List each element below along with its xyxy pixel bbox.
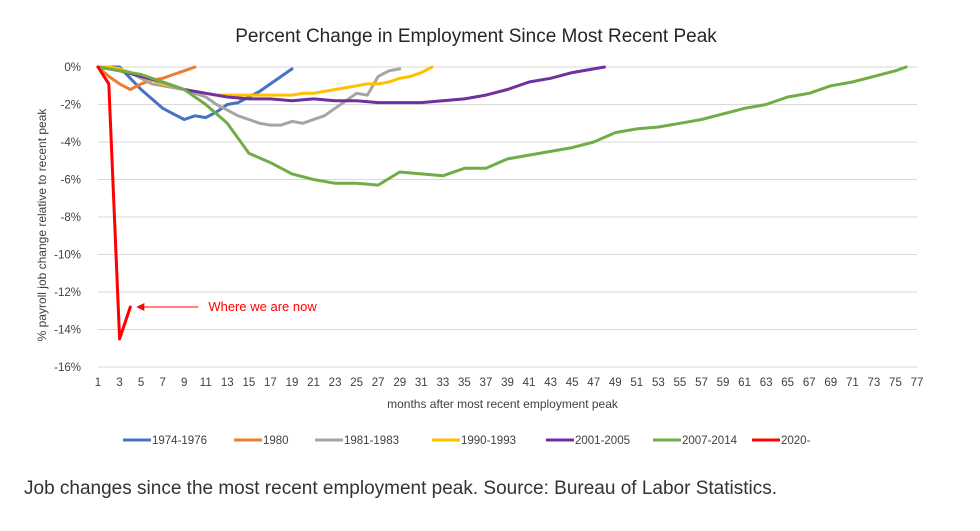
x-tick-label: 9 bbox=[181, 377, 187, 389]
x-tick-label: 27 bbox=[372, 377, 385, 389]
x-tick-label: 69 bbox=[824, 377, 837, 389]
y-tick-label: -16% bbox=[54, 362, 81, 374]
legend-label: 2007-2014 bbox=[682, 435, 738, 447]
legend: 1974-1976 1980 1981-1983 1990-1993 2001-2005… bbox=[123, 435, 811, 447]
x-tick-label: 25 bbox=[350, 377, 363, 389]
x-axis-label: months after most recent employment peak bbox=[387, 397, 619, 411]
series-line-1974-1976 bbox=[96, 65, 294, 121]
x-tick-label: 55 bbox=[674, 377, 687, 389]
x-tick-label: 65 bbox=[781, 377, 794, 389]
grid bbox=[98, 66, 917, 368]
x-tick-label: 73 bbox=[867, 377, 880, 389]
y-tick-label: 0% bbox=[64, 62, 81, 74]
x-tick-label: 49 bbox=[609, 377, 622, 389]
x-tick-label: 15 bbox=[242, 377, 255, 389]
x-tick-label: 57 bbox=[695, 377, 708, 389]
series-line-1981-1983 bbox=[96, 65, 402, 127]
legend-label: 2020- bbox=[781, 435, 811, 447]
y-tick-label: -2% bbox=[61, 100, 81, 112]
x-tick-label: 35 bbox=[458, 377, 471, 389]
x-tick-label: 67 bbox=[803, 377, 816, 389]
x-tick-label: 23 bbox=[329, 377, 342, 389]
x-tick-label: 77 bbox=[911, 377, 924, 389]
x-tick-label: 75 bbox=[889, 377, 902, 389]
x-tick-label: 33 bbox=[436, 377, 449, 389]
legend-label: 2001-2005 bbox=[575, 435, 630, 447]
series-line-2007-2014 bbox=[96, 65, 908, 187]
annotation-arrow-head bbox=[136, 303, 145, 311]
x-tick-label: 63 bbox=[760, 377, 773, 389]
y-tick-label: -10% bbox=[54, 250, 81, 262]
x-tick-label: 71 bbox=[846, 377, 859, 389]
x-tick-label: 11 bbox=[200, 377, 212, 389]
x-tick-label: 29 bbox=[393, 377, 406, 389]
x-tick-label: 43 bbox=[544, 377, 557, 389]
x-tick-label: 37 bbox=[480, 377, 493, 389]
y-tick-label: -4% bbox=[61, 137, 81, 149]
employment-chart: Percent Change in Employment Since Most … bbox=[35, 26, 924, 447]
x-tick-label: 17 bbox=[264, 377, 277, 389]
annotation-text: Where we are now bbox=[208, 299, 317, 314]
x-tick-label: 31 bbox=[415, 377, 428, 389]
x-axis-ticks: 1 3 5 7 9 11 13 15 17 19 21 23 25 27 29 31 33 35 37 39 41 43 4… bbox=[95, 377, 924, 389]
annotation: Where we are now bbox=[136, 299, 317, 314]
x-tick-label: 53 bbox=[652, 377, 665, 389]
x-tick-label: 51 bbox=[630, 377, 643, 389]
series-lines bbox=[96, 65, 908, 341]
x-tick-label: 7 bbox=[159, 377, 165, 389]
y-tick-label: -6% bbox=[61, 175, 81, 187]
x-tick-label: 3 bbox=[116, 377, 122, 389]
y-axis-label: % payroll job change relative to recent … bbox=[35, 108, 49, 342]
legend-label: 1981-1983 bbox=[344, 435, 399, 447]
x-tick-label: 45 bbox=[566, 377, 579, 389]
y-tick-label: -12% bbox=[54, 287, 81, 299]
x-tick-label: 47 bbox=[587, 377, 600, 389]
x-tick-label: 1 bbox=[95, 377, 101, 389]
legend-label: 1990-1993 bbox=[461, 435, 516, 447]
y-tick-label: -8% bbox=[61, 212, 81, 224]
figure-caption: Job changes since the most recent employ… bbox=[24, 478, 778, 499]
x-tick-label: 5 bbox=[138, 377, 144, 389]
series-line-2020- bbox=[96, 65, 132, 341]
x-tick-label: 19 bbox=[286, 377, 299, 389]
x-tick-label: 41 bbox=[523, 377, 536, 389]
x-tick-label: 13 bbox=[221, 377, 234, 389]
legend-label: 1980 bbox=[263, 435, 289, 447]
chart-title: Percent Change in Employment Since Most … bbox=[235, 26, 717, 47]
x-tick-label: 39 bbox=[501, 377, 514, 389]
y-axis-ticks: 0% -2% -4% -6% -8% -10% -12% -14% -16% bbox=[54, 62, 81, 374]
x-tick-label: 59 bbox=[717, 377, 730, 389]
x-tick-label: 21 bbox=[307, 377, 320, 389]
legend-label: 1974-1976 bbox=[152, 435, 207, 447]
x-tick-label: 61 bbox=[738, 377, 751, 389]
y-tick-label: -14% bbox=[54, 325, 81, 337]
